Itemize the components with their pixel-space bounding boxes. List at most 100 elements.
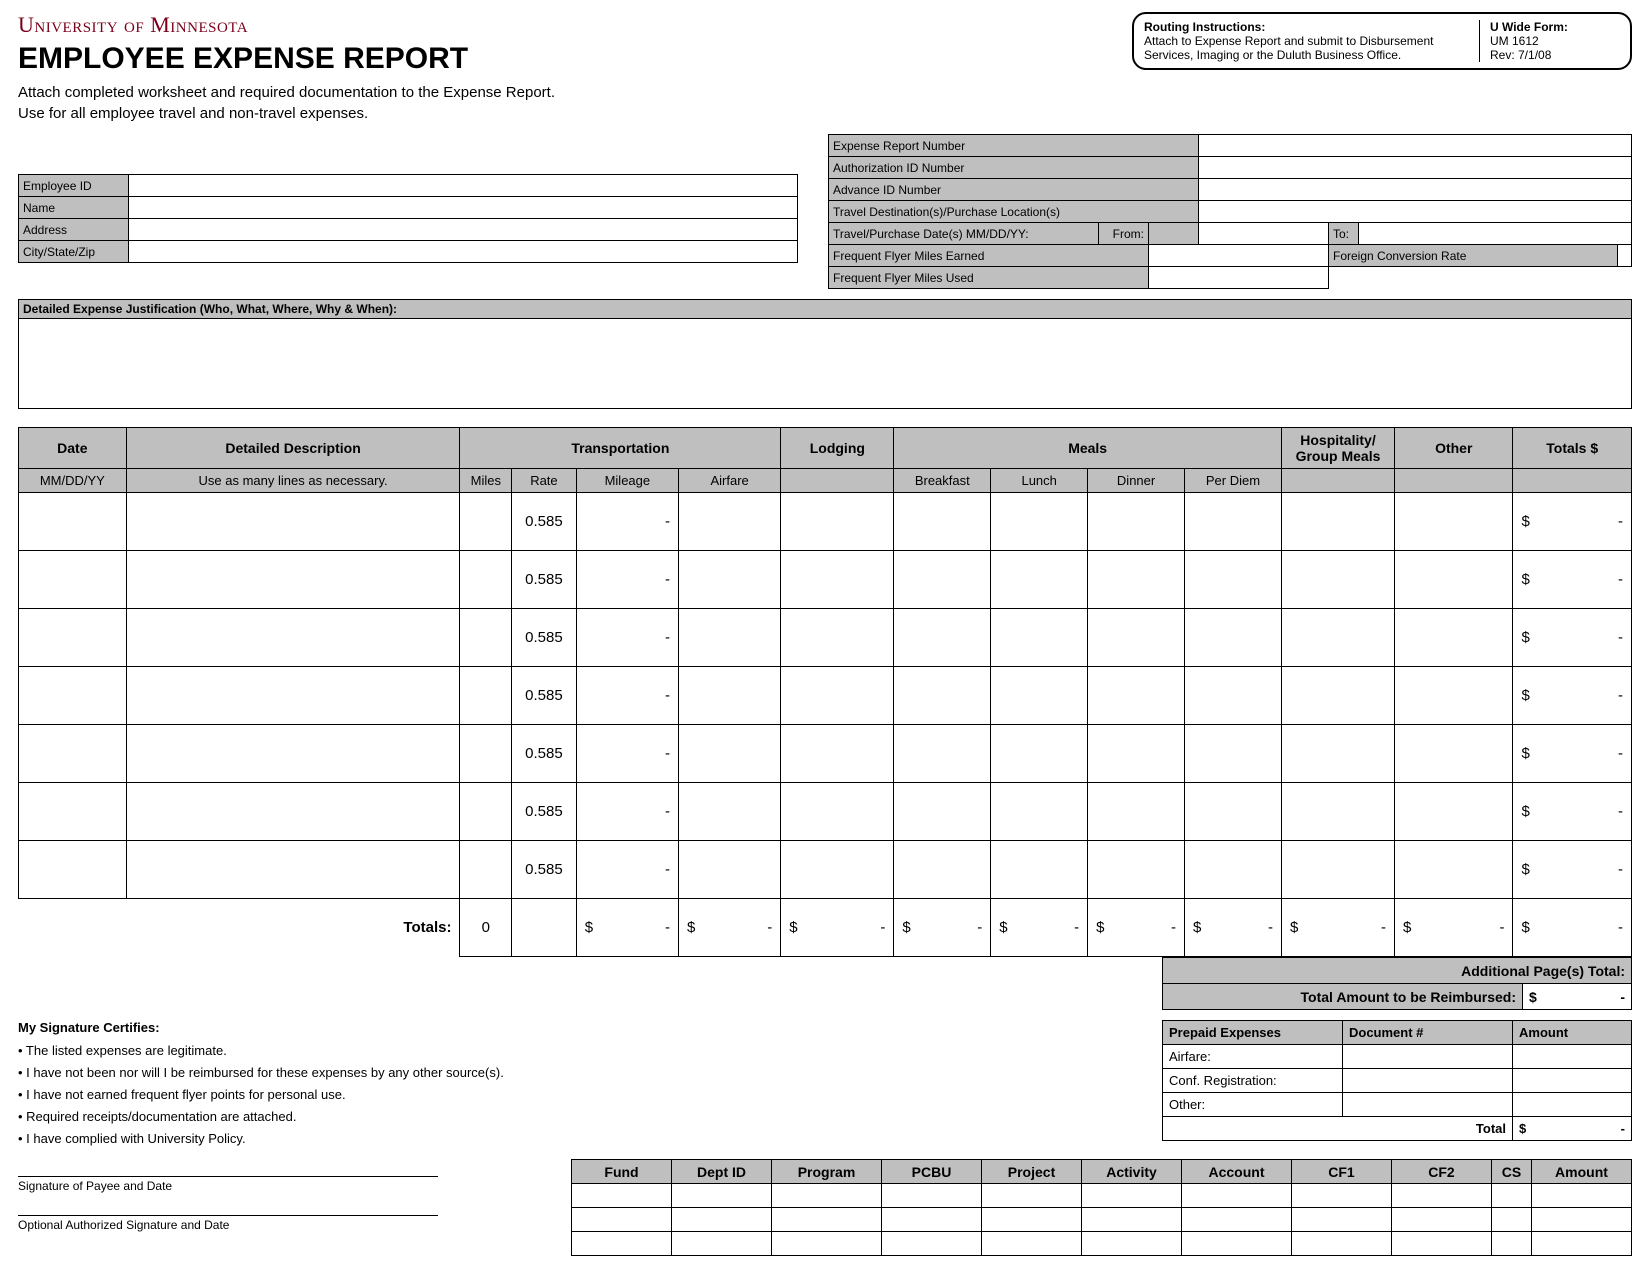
destination-field[interactable]: [1199, 201, 1632, 223]
col-desc-sub: Use as many lines as necessary.: [126, 469, 460, 493]
dates-label: Travel/Purchase Date(s) MM/DD/YY:: [829, 223, 1099, 245]
report-info-table: Expense Report Number Authorization ID N…: [828, 134, 1632, 289]
expense-row[interactable]: 0.585-$-: [19, 725, 1632, 783]
ff-used-field[interactable]: [1149, 267, 1329, 289]
emp-id-label: Employee ID: [19, 175, 129, 197]
subtitle-1: Attach completed worksheet and required …: [18, 82, 1132, 103]
report-num-label: Expense Report Number: [829, 135, 1199, 157]
acct-header: CF2: [1392, 1160, 1492, 1184]
totals-mileage: $-: [576, 899, 678, 957]
accounting-table: FundDept IDProgramPCBUProjectActivityAcc…: [571, 1159, 1632, 1256]
acct-header: Amount: [1532, 1160, 1632, 1184]
acct-header: Project: [982, 1160, 1082, 1184]
advance-id-field[interactable]: [1199, 179, 1632, 201]
signature-payee[interactable]: Signature of Payee and Date: [18, 1176, 438, 1193]
pp-h2: Document #: [1343, 1021, 1513, 1045]
reimbursed-label: Total Amount to be Reimbursed:: [1163, 984, 1523, 1010]
expense-row[interactable]: 0.585-$-: [19, 609, 1632, 667]
form-num: UM 1612: [1490, 34, 1539, 48]
col-perdiem: Per Diem: [1185, 469, 1282, 493]
pp-total-value: $-: [1513, 1117, 1632, 1141]
page-title: EMPLOYEE EXPENSE REPORT: [18, 42, 1132, 76]
routing-label: Routing Instructions:: [1144, 20, 1265, 34]
col-lodging-sub: [781, 469, 894, 493]
signature-optional[interactable]: Optional Authorized Signature and Date: [18, 1215, 438, 1232]
foreign-rate-field[interactable]: [1618, 245, 1632, 267]
ff-used-label: Frequent Flyer Miles Used: [829, 267, 1149, 289]
expense-row[interactable]: 0.585-$-: [19, 551, 1632, 609]
advance-id-label: Advance ID Number: [829, 179, 1199, 201]
col-airfare: Airfare: [679, 469, 781, 493]
col-date-sub: MM/DD/YY: [19, 469, 127, 493]
totals-dinner: $-: [1088, 899, 1185, 957]
col-transport: Transportation: [460, 428, 781, 469]
cert-title: My Signature Certifies:: [18, 1020, 551, 1035]
acct-row[interactable]: [572, 1232, 1632, 1256]
address-label: Address: [19, 219, 129, 241]
acct-row[interactable]: [572, 1184, 1632, 1208]
totals-lunch: $-: [991, 899, 1088, 957]
auth-id-field[interactable]: [1199, 157, 1632, 179]
cert-item: • Required receipts/documentation are at…: [18, 1109, 551, 1124]
address-field[interactable]: [129, 219, 798, 241]
col-hospitality: Hospitality/ Group Meals: [1281, 428, 1394, 469]
acct-header: PCBU: [882, 1160, 982, 1184]
foreign-rate-label: Foreign Conversion Rate: [1329, 245, 1618, 267]
city-label: City/State/Zip: [19, 241, 129, 263]
col-miles: Miles: [460, 469, 512, 493]
pp-h3: Amount: [1513, 1021, 1632, 1045]
pp-conf-doc[interactable]: [1343, 1069, 1513, 1093]
expense-table: Date Detailed Description Transportation…: [18, 427, 1632, 957]
totals-lodging: $-: [781, 899, 894, 957]
totals-breakfast: $-: [894, 899, 991, 957]
report-num-field[interactable]: [1199, 135, 1632, 157]
cert-item: • The listed expenses are legitimate.: [18, 1043, 551, 1058]
emp-id-field[interactable]: [129, 175, 798, 197]
acct-header: Program: [772, 1160, 882, 1184]
pp-other-doc[interactable]: [1343, 1093, 1513, 1117]
pp-airfare-doc[interactable]: [1343, 1045, 1513, 1069]
col-date: Date: [19, 428, 127, 469]
name-field[interactable]: [129, 197, 798, 219]
pp-total-label: Total: [1163, 1117, 1513, 1141]
totals-hospitality: $-: [1281, 899, 1394, 957]
totals-grand: $-: [1513, 899, 1632, 957]
col-rate: Rate: [512, 469, 577, 493]
acct-header: CF1: [1292, 1160, 1392, 1184]
pp-conf-label: Conf. Registration:: [1163, 1069, 1343, 1093]
university-name: University of Minnesota: [18, 12, 1132, 38]
cert-item: • I have not been nor will I be reimburs…: [18, 1065, 551, 1080]
expense-row[interactable]: 0.585-$-: [19, 667, 1632, 725]
subtitle-2: Use for all employee travel and non-trav…: [18, 103, 1132, 124]
ff-earned-field[interactable]: [1149, 245, 1329, 267]
expense-row[interactable]: 0.585-$-: [19, 783, 1632, 841]
to-field[interactable]: [1359, 223, 1632, 245]
acct-row[interactable]: [572, 1208, 1632, 1232]
col-hosp-sub: [1281, 469, 1394, 493]
pp-other-amt[interactable]: [1513, 1093, 1632, 1117]
acct-header: Dept ID: [672, 1160, 772, 1184]
pp-conf-amt[interactable]: [1513, 1069, 1632, 1093]
col-lodging: Lodging: [781, 428, 894, 469]
pp-other-label: Other:: [1163, 1093, 1343, 1117]
pp-airfare-amt[interactable]: [1513, 1045, 1632, 1069]
expense-row[interactable]: 0.585-$-: [19, 493, 1632, 551]
certification-block: My Signature Certifies: • The listed exp…: [18, 1020, 551, 1256]
auth-id-label: Authorization ID Number: [829, 157, 1199, 179]
prepaid-table: Prepaid ExpensesDocument #Amount Airfare…: [1162, 1020, 1632, 1141]
city-field[interactable]: [129, 241, 798, 263]
cert-item: • I have not earned frequent flyer point…: [18, 1087, 551, 1102]
from-field[interactable]: [1199, 223, 1329, 245]
additional-pages-label: Additional Page(s) Total:: [1163, 958, 1632, 984]
expense-row[interactable]: 0.585-$-: [19, 841, 1632, 899]
col-desc: Detailed Description: [126, 428, 460, 469]
totals-other: $-: [1395, 899, 1513, 957]
from-pad: [1149, 223, 1199, 245]
justification-field[interactable]: [18, 319, 1632, 409]
form-label: U Wide Form:: [1490, 20, 1568, 34]
col-totals-sub: [1513, 469, 1632, 493]
col-mileage: Mileage: [576, 469, 678, 493]
justification-label: Detailed Expense Justification (Who, Wha…: [18, 299, 1632, 319]
totals-rate: [512, 899, 577, 957]
pp-h1: Prepaid Expenses: [1163, 1021, 1343, 1045]
